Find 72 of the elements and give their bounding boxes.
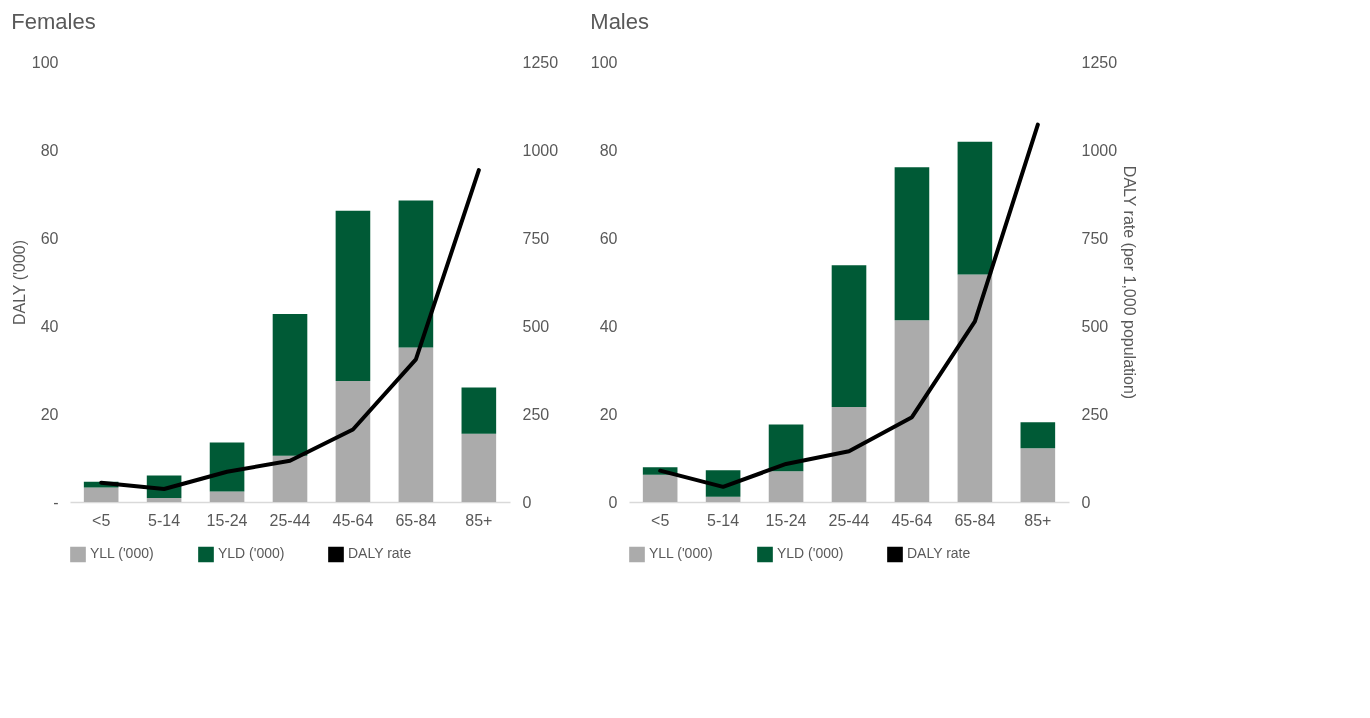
- bar: [768, 471, 804, 502]
- bar: [1020, 422, 1056, 449]
- bar: [398, 347, 434, 502]
- chart-title: Males: [590, 9, 649, 34]
- x-tick-label: 65-84: [395, 511, 437, 529]
- bar: [831, 406, 867, 502]
- bar: [398, 200, 434, 348]
- y2-tick-label: 750: [1081, 229, 1109, 247]
- y2-tick-label: 250: [1081, 405, 1109, 423]
- y-tick-label: 40: [599, 317, 618, 335]
- x-tick-label: 15-24: [765, 511, 807, 529]
- bar: [335, 381, 371, 502]
- line-series: [658, 122, 1040, 489]
- chart-title: Females: [11, 9, 96, 34]
- bar: [642, 474, 678, 502]
- y2-tick-label: 0: [522, 493, 532, 511]
- legend-label: YLD ('000): [777, 545, 844, 562]
- x-tick-label: 85+: [465, 511, 493, 529]
- line-series: [99, 168, 481, 491]
- bar: [461, 433, 497, 502]
- y2-tick-label: 500: [1081, 317, 1109, 335]
- x-tick-label: 45-64: [891, 511, 933, 529]
- x-tick-label: 45-64: [332, 511, 374, 529]
- legend-label: YLD ('000): [218, 545, 285, 562]
- y2-axis-title: DALY rate (per 1,000 population): [1121, 165, 1139, 400]
- x-tick-label: 25-44: [269, 511, 311, 529]
- x-tick-label: 85+: [1024, 511, 1052, 529]
- y2-tick-label: 1000: [1081, 141, 1118, 159]
- bar: [957, 141, 993, 275]
- y2-tick-label: 1250: [1081, 53, 1118, 71]
- y2-tick-label: 750: [522, 229, 550, 247]
- bar: [957, 274, 993, 502]
- bar: [831, 265, 867, 407]
- x-tick-label: 15-24: [206, 511, 248, 529]
- x-tick-label: 5-14: [707, 511, 740, 529]
- x-tick-label: <5: [651, 511, 670, 529]
- legend-label: DALY rate: [348, 545, 412, 562]
- y-tick-label: 40: [40, 317, 59, 335]
- y2-tick-label: 250: [522, 405, 550, 423]
- y-tick-label: 100: [31, 53, 59, 71]
- y-tick-label: 100: [590, 53, 618, 71]
- bar: [705, 496, 741, 502]
- x-tick-label: <5: [92, 511, 111, 529]
- bar: [209, 491, 245, 502]
- y-axis-title: DALY ('000): [10, 239, 28, 326]
- y-tick-label: 0: [608, 493, 618, 511]
- bar: [1020, 448, 1056, 502]
- y-tick-label: 20: [40, 405, 59, 423]
- bar: [146, 498, 182, 502]
- bar: [894, 320, 930, 502]
- bar: [461, 387, 497, 434]
- bar: [894, 167, 930, 321]
- legend-label: YLL ('000): [649, 545, 713, 562]
- bar: [335, 210, 371, 381]
- x-tick-label: 25-44: [828, 511, 870, 529]
- y-tick-label: -: [53, 493, 59, 511]
- x-tick-label: 65-84: [954, 511, 996, 529]
- legend-label: YLL ('000): [90, 545, 154, 562]
- y-tick-label: 80: [40, 141, 59, 159]
- y2-tick-label: 500: [522, 317, 550, 335]
- y2-tick-label: 0: [1081, 493, 1091, 511]
- bar: [272, 314, 308, 456]
- y2-tick-label: 1000: [522, 141, 559, 159]
- y-tick-label: 20: [599, 405, 618, 423]
- bar: [272, 455, 308, 502]
- y-tick-label: 60: [40, 229, 59, 247]
- y-tick-label: 80: [599, 141, 618, 159]
- y-tick-label: 60: [599, 229, 618, 247]
- y2-tick-label: 1250: [522, 53, 559, 71]
- legend-label: DALY rate: [907, 545, 971, 562]
- bar: [83, 487, 119, 502]
- x-tick-label: 5-14: [148, 511, 181, 529]
